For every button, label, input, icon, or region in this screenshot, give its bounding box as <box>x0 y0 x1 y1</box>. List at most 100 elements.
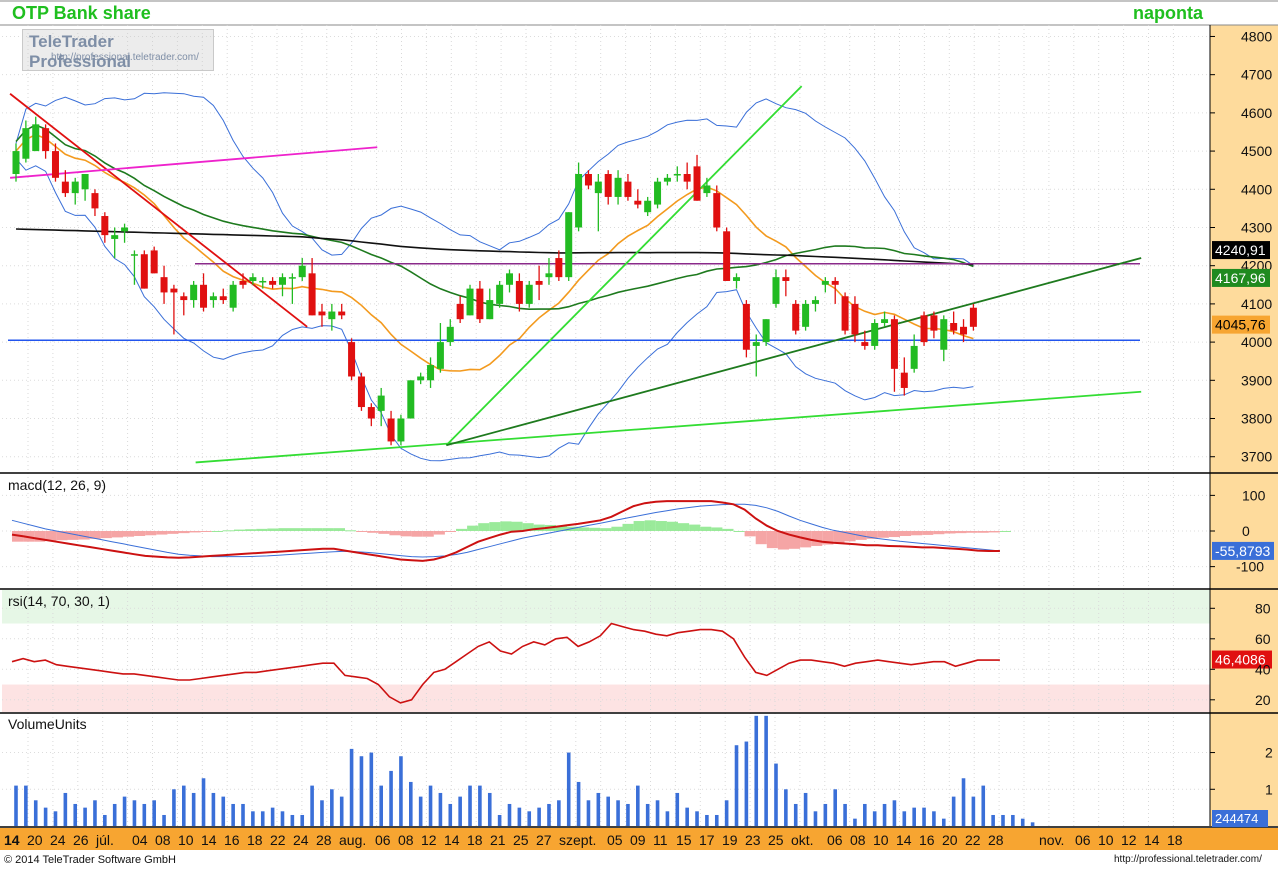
candle <box>841 292 849 335</box>
candle <box>140 250 148 289</box>
candle <box>723 227 731 281</box>
volume-bar <box>636 785 640 826</box>
candle <box>634 189 642 209</box>
macd-histogram-bar <box>300 528 312 531</box>
volume-bar <box>665 811 670 826</box>
volume-bar <box>813 811 818 826</box>
volume-bar <box>181 785 186 826</box>
macd-histogram-bar <box>678 523 690 531</box>
candle-body <box>950 323 958 331</box>
date-axis-label: 12 <box>1121 832 1137 848</box>
candle-body <box>535 280 543 285</box>
macd-histogram-bar <box>389 531 401 536</box>
macd-histogram-bar <box>955 531 967 534</box>
candle <box>436 323 444 373</box>
candle <box>160 265 168 304</box>
candle-body <box>782 277 790 281</box>
candle-body <box>436 342 444 369</box>
candle-body <box>387 418 395 442</box>
candle-body <box>32 124 40 152</box>
candle-body <box>910 345 918 369</box>
macd-histogram-bar <box>278 528 290 531</box>
macd-histogram-bar <box>966 531 978 533</box>
candle <box>871 319 879 350</box>
volume-bar <box>626 803 630 826</box>
candle-body <box>357 376 365 408</box>
volume-bar <box>714 814 719 826</box>
volume-bar <box>734 745 739 826</box>
candle-body <box>555 258 563 278</box>
candle-body <box>101 216 109 236</box>
candle-body <box>22 128 30 159</box>
date-axis-label: 24 <box>293 832 309 848</box>
macd-histogram-bar <box>89 531 101 539</box>
moving-average-darkgreen <box>15 124 974 311</box>
volume-axis-label: 1 <box>1265 781 1273 797</box>
rsi-label: rsi(14, 70, 30, 1) <box>8 593 110 609</box>
candle <box>61 170 69 197</box>
candle-body <box>328 311 336 320</box>
candle-body <box>792 303 800 331</box>
candle-body <box>318 311 326 316</box>
volume-bar <box>764 715 768 826</box>
candle <box>594 174 602 232</box>
volume-bar <box>241 803 245 826</box>
candle-body <box>190 284 198 301</box>
candle <box>604 170 612 205</box>
candle-body <box>881 319 889 323</box>
candle-body <box>506 273 513 285</box>
date-axis-label: 06 <box>1075 832 1091 848</box>
date-axis-label: 21 <box>490 832 506 848</box>
macd-histogram-bar <box>644 520 656 531</box>
candle <box>565 212 573 281</box>
watermark-brand-b: Professional <box>29 52 132 71</box>
volume-bar <box>932 811 936 826</box>
candle <box>338 303 346 320</box>
volume-bar <box>251 811 255 826</box>
candle-body <box>111 235 119 239</box>
macd-histogram-bar <box>245 529 257 531</box>
candle <box>466 284 474 316</box>
volume-bar <box>655 800 660 826</box>
volume-bar <box>320 800 324 826</box>
volume-bar <box>389 770 393 826</box>
candle-body <box>604 174 612 197</box>
candle-body <box>545 273 553 278</box>
volume-bar <box>349 748 354 826</box>
macd-histogram-bar <box>56 531 68 541</box>
candle <box>229 280 237 312</box>
volume-bar <box>774 763 778 826</box>
candle-body <box>51 151 59 178</box>
candle <box>940 315 948 362</box>
volume-bar <box>369 752 374 826</box>
macd-histogram-bar <box>988 531 1000 533</box>
date-axis-label: 05 <box>607 832 623 848</box>
macd-histogram-bar <box>522 523 534 531</box>
volume-bar <box>1020 818 1025 826</box>
candle-body <box>91 193 99 209</box>
candle <box>298 258 306 281</box>
candle-body <box>525 284 533 304</box>
candle-body <box>930 315 938 331</box>
macd-histogram-bar <box>67 531 79 540</box>
macd-histogram-bar <box>744 531 756 537</box>
candle <box>555 250 563 281</box>
price-axis-label: 4100 <box>1241 296 1272 312</box>
volume-bar <box>566 752 571 826</box>
volume-bar <box>981 785 986 826</box>
candle-body <box>377 395 385 411</box>
watermark-brand: TeleTrader Professional <box>29 32 213 72</box>
volume-bar <box>833 789 838 826</box>
candle-body <box>821 280 829 285</box>
date-axis-label: 04 <box>132 832 148 848</box>
candle <box>654 177 662 209</box>
macd-histogram-bar <box>733 531 745 532</box>
volume-bar <box>863 803 867 826</box>
date-axis-label: 22 <box>965 832 981 848</box>
footer-copyright: © 2014 TeleTrader Software GmbH <box>4 854 176 866</box>
candle <box>219 288 227 304</box>
candle-body <box>960 326 968 335</box>
macd-histogram-bar <box>34 531 46 542</box>
date-axis-label: 14 <box>4 832 20 848</box>
trend-line-magenta <box>10 146 378 179</box>
